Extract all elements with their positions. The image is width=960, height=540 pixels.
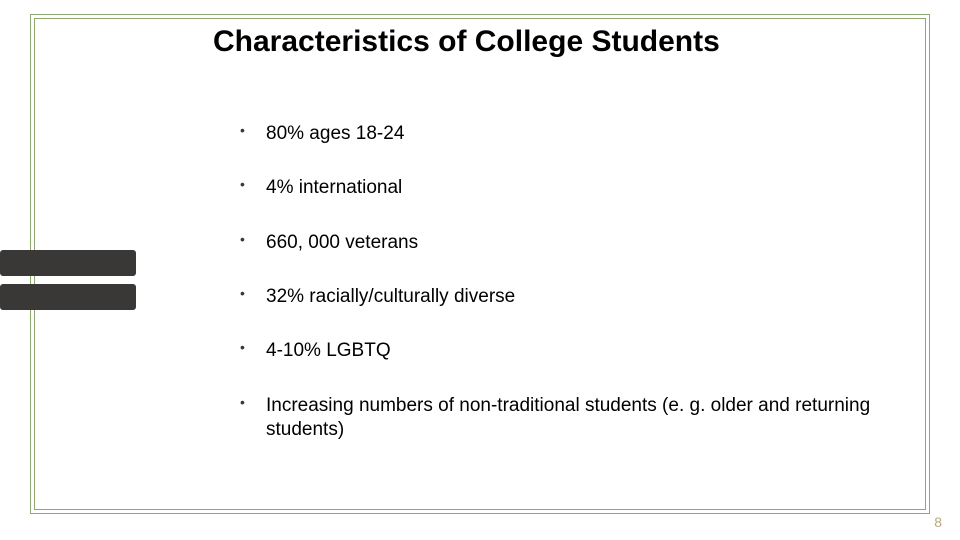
bullet-item: 660, 000 veterans [240,231,880,255]
accent-block-top [0,250,136,276]
bullet-list: 80% ages 18-24 4% international 660, 000… [240,122,880,472]
accent-block-bottom [0,284,136,310]
bullet-item: 4% international [240,176,880,200]
bullet-item: 4-10% LGBTQ [240,339,880,363]
bullet-item: Increasing numbers of non-traditional st… [240,394,880,443]
bullet-item: 80% ages 18-24 [240,122,880,146]
page-number: 8 [934,514,942,530]
bullet-item: 32% racially/culturally diverse [240,285,880,309]
slide-title: Characteristics of College Students [213,24,853,59]
